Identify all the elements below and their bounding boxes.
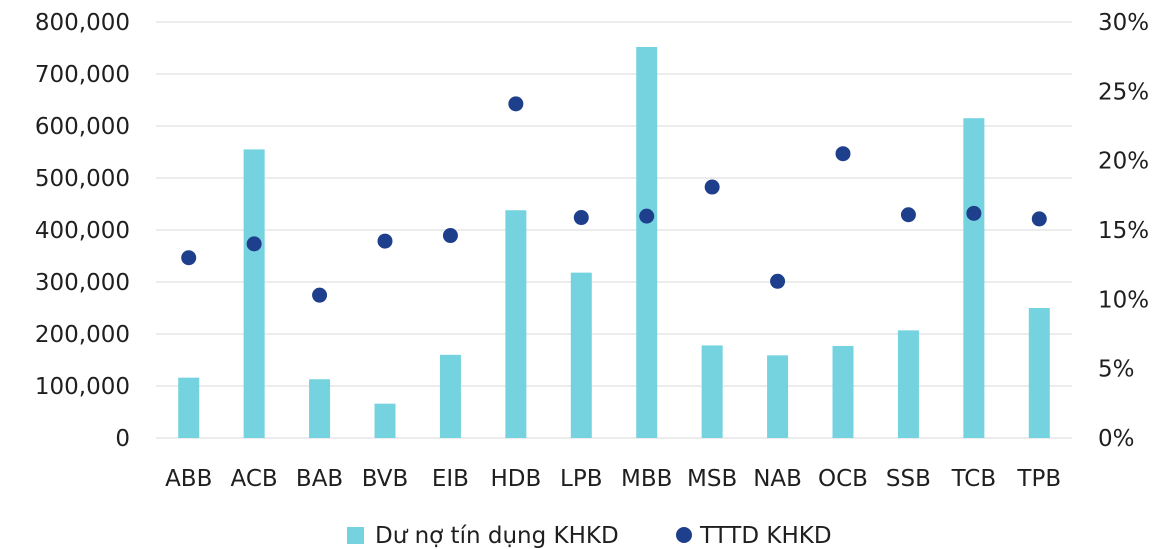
x-tick-label: BVB xyxy=(362,466,409,492)
y-left-tick-label: 600,000 xyxy=(35,114,130,140)
scatter-point xyxy=(966,205,982,221)
scatter-point xyxy=(704,179,720,195)
legend-bar-swatch xyxy=(347,527,364,544)
y-right-tick-label: 25% xyxy=(1098,79,1149,105)
y-left-tick-label: 800,000 xyxy=(35,10,130,36)
x-tick-label: TPB xyxy=(1016,466,1061,492)
bar xyxy=(963,118,985,438)
y-left-tick-label: 0 xyxy=(115,426,130,452)
x-tick-label: HDB xyxy=(490,466,541,492)
bar xyxy=(374,403,396,438)
x-axis: ABB ACB BAB BVB EIB HDB LPB MBB MSB NAB OCB SSB TCB T… xyxy=(165,466,1061,492)
legend-dot-swatch xyxy=(676,527,692,543)
scatter-point xyxy=(508,96,524,112)
bar xyxy=(832,345,854,438)
y-right-tick-label: 20% xyxy=(1098,149,1149,175)
y-left-tick-label: 300,000 xyxy=(35,270,130,296)
right-y-axis: 0% 5% 10% 15% 20% 25% 30% xyxy=(1098,10,1149,452)
y-left-tick-label: 500,000 xyxy=(35,166,130,192)
y-right-tick-label: 15% xyxy=(1098,218,1149,244)
bar xyxy=(570,272,592,438)
scatter-point xyxy=(573,210,589,226)
bar xyxy=(178,377,200,438)
bar xyxy=(897,330,919,438)
x-tick-label: MSB xyxy=(687,466,737,492)
x-tick-label: OCB xyxy=(818,466,868,492)
x-tick-label: BAB xyxy=(296,466,343,492)
left-y-axis: 0 100,000 200,000 300,000 400,000 500,000 600,… xyxy=(35,10,130,452)
bar xyxy=(439,354,461,438)
scatter-point xyxy=(639,208,655,224)
y-left-tick-label: 200,000 xyxy=(35,322,130,348)
legend-label-bar: Dư nợ tín dụng KHKD xyxy=(375,523,619,549)
x-tick-label: TCB xyxy=(951,466,997,492)
scatter-point xyxy=(246,236,262,252)
x-tick-label: ACB xyxy=(231,466,278,492)
scatter-point xyxy=(312,287,328,303)
y-right-tick-label: 0% xyxy=(1098,426,1135,452)
scatter-point xyxy=(181,250,197,266)
x-tick-label: ABB xyxy=(165,466,212,492)
x-tick-label: NAB xyxy=(753,466,802,492)
y-left-tick-label: 100,000 xyxy=(35,374,130,400)
scatter-point xyxy=(1031,211,1047,227)
scatter-point xyxy=(442,228,458,244)
x-tick-label: SSB xyxy=(886,466,931,492)
x-tick-label: LPB xyxy=(560,466,602,492)
bar-series xyxy=(178,46,1050,439)
y-right-tick-label: 5% xyxy=(1098,357,1135,383)
bar xyxy=(309,379,331,438)
bar xyxy=(701,345,723,438)
legend-label-dot: TTTD KHKD xyxy=(699,523,832,549)
scatter-point xyxy=(835,146,851,162)
bar xyxy=(1028,308,1050,438)
y-left-tick-label: 400,000 xyxy=(35,218,130,244)
gridlines xyxy=(156,21,1072,439)
scatter-point xyxy=(770,273,786,289)
x-tick-label: EIB xyxy=(432,466,469,492)
bar xyxy=(636,46,658,439)
x-tick-label: MBB xyxy=(621,466,672,492)
bar xyxy=(505,210,527,438)
y-right-tick-label: 30% xyxy=(1098,10,1149,36)
scatter-point xyxy=(377,233,393,249)
scatter-series xyxy=(181,96,1047,303)
bar xyxy=(767,355,789,438)
y-left-tick-label: 700,000 xyxy=(35,62,130,88)
scatter-point xyxy=(900,207,916,223)
legend: Dư nợ tín dụng KHKD TTTD KHKD xyxy=(347,523,832,549)
y-right-tick-label: 10% xyxy=(1098,287,1149,313)
bar xyxy=(243,149,265,438)
